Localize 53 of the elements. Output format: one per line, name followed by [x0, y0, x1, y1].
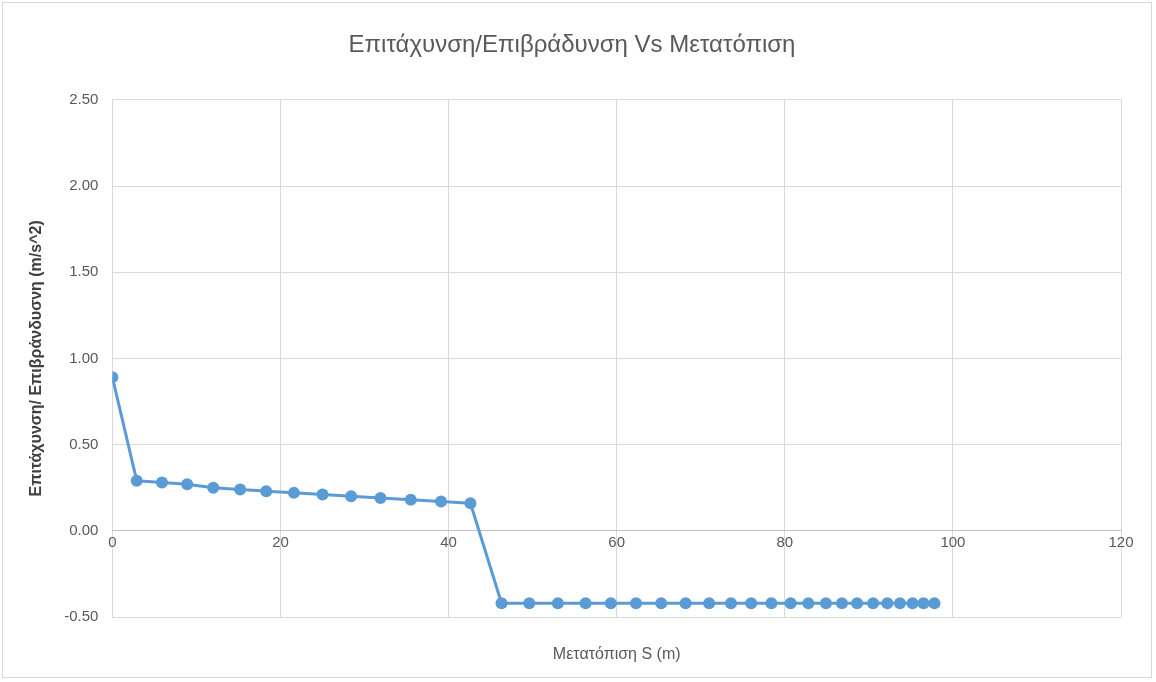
y-tick-label: 0.50 [69, 434, 99, 452]
x-tick-label: 120 [1108, 532, 1134, 550]
point [893, 597, 906, 610]
point [725, 597, 737, 610]
point [765, 597, 778, 610]
point [551, 597, 564, 610]
point [345, 490, 358, 503]
x-tick-label: 40 [440, 532, 457, 550]
point [835, 597, 848, 610]
point [819, 597, 832, 610]
point [495, 597, 508, 610]
point [181, 478, 194, 491]
point [207, 481, 220, 494]
point [464, 497, 477, 510]
point [523, 597, 536, 610]
x-tick-label: 80 [776, 532, 794, 550]
point [745, 597, 758, 610]
y-tick-label: 2.00 [69, 176, 99, 194]
point [130, 474, 143, 487]
point [802, 597, 815, 610]
point [906, 597, 919, 610]
x-tick-label: 100 [940, 532, 966, 550]
point [784, 597, 797, 610]
point [703, 597, 716, 610]
point [867, 597, 880, 610]
x-tick-label: 0 [108, 532, 117, 550]
point [851, 597, 864, 610]
chart-title: Επιτάχυνση/Επιβράδυνση Vs Μετατόπιση [348, 30, 796, 58]
x-tick-label: 60 [608, 532, 626, 550]
point [655, 597, 668, 610]
point [630, 597, 643, 610]
point [374, 492, 387, 505]
x-tick-label: 20 [272, 532, 289, 550]
point [435, 495, 448, 508]
y-tick-label: -0.50 [64, 607, 99, 625]
point [260, 485, 273, 498]
y-axis-title: Επιτάχυνση/ Επιβράνδυσνη (m/s^2) [27, 220, 45, 497]
y-tick-label: 1.50 [69, 262, 99, 280]
point [287, 486, 300, 499]
point [604, 597, 617, 610]
point [234, 483, 247, 496]
y-tick-label: 1.00 [69, 348, 99, 366]
x-axis-title: Μετατόπιση S (m) [552, 645, 681, 663]
point [679, 597, 692, 610]
point [928, 597, 941, 610]
point [404, 493, 417, 506]
point [917, 597, 930, 610]
y-tick-label: 0.00 [69, 520, 99, 538]
point [881, 597, 894, 610]
point [579, 597, 592, 610]
y-tick-label: 2.50 [69, 89, 99, 107]
point [155, 476, 168, 489]
point [316, 488, 329, 501]
